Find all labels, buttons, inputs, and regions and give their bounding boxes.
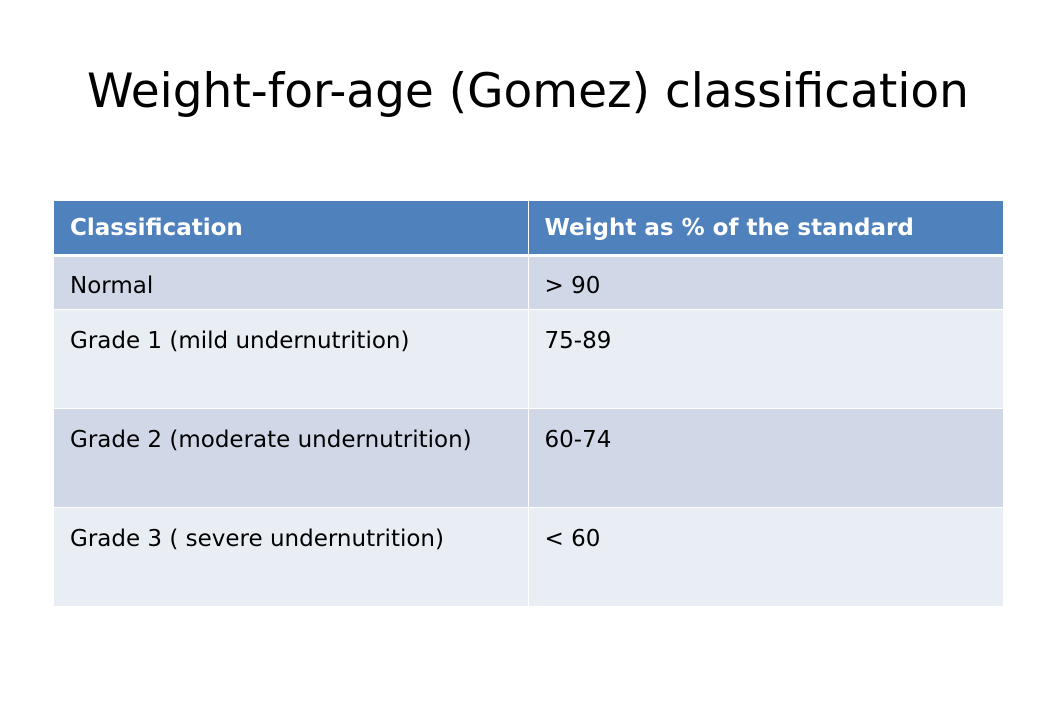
- table-row: Grade 3 ( severe undernutrition) < 60: [54, 507, 1003, 606]
- cell-weight-percent: 60-74: [544, 426, 612, 453]
- table-row: Grade 2 (moderate undernutrition) 60-74: [54, 408, 1003, 507]
- slide-title: Weight-for-age (Gomez) classification: [87, 64, 969, 119]
- header-classification: Classification: [54, 201, 529, 257]
- table-row: Normal > 90: [54, 255, 1003, 309]
- cell-classification: Grade 1 (mild undernutrition): [54, 309, 529, 408]
- cell-classification: Normal: [54, 255, 529, 309]
- table-header-row: Classification Weight as % of the standa…: [54, 201, 1003, 257]
- cell-weight-percent: > 90: [544, 272, 601, 299]
- cell-classification: Grade 3 ( severe undernutrition): [54, 507, 529, 606]
- header-weight-percent: Weight as % of the standard: [528, 201, 1003, 257]
- cell-classification: Grade 2 (moderate undernutrition): [54, 408, 529, 507]
- classification-table: Classification Weight as % of the standa…: [54, 201, 1003, 607]
- cell-weight-percent: < 60: [544, 525, 601, 552]
- cell-weight-percent: 75-89: [544, 327, 612, 354]
- table-row: Grade 1 (mild undernutrition) 75-89: [54, 309, 1003, 408]
